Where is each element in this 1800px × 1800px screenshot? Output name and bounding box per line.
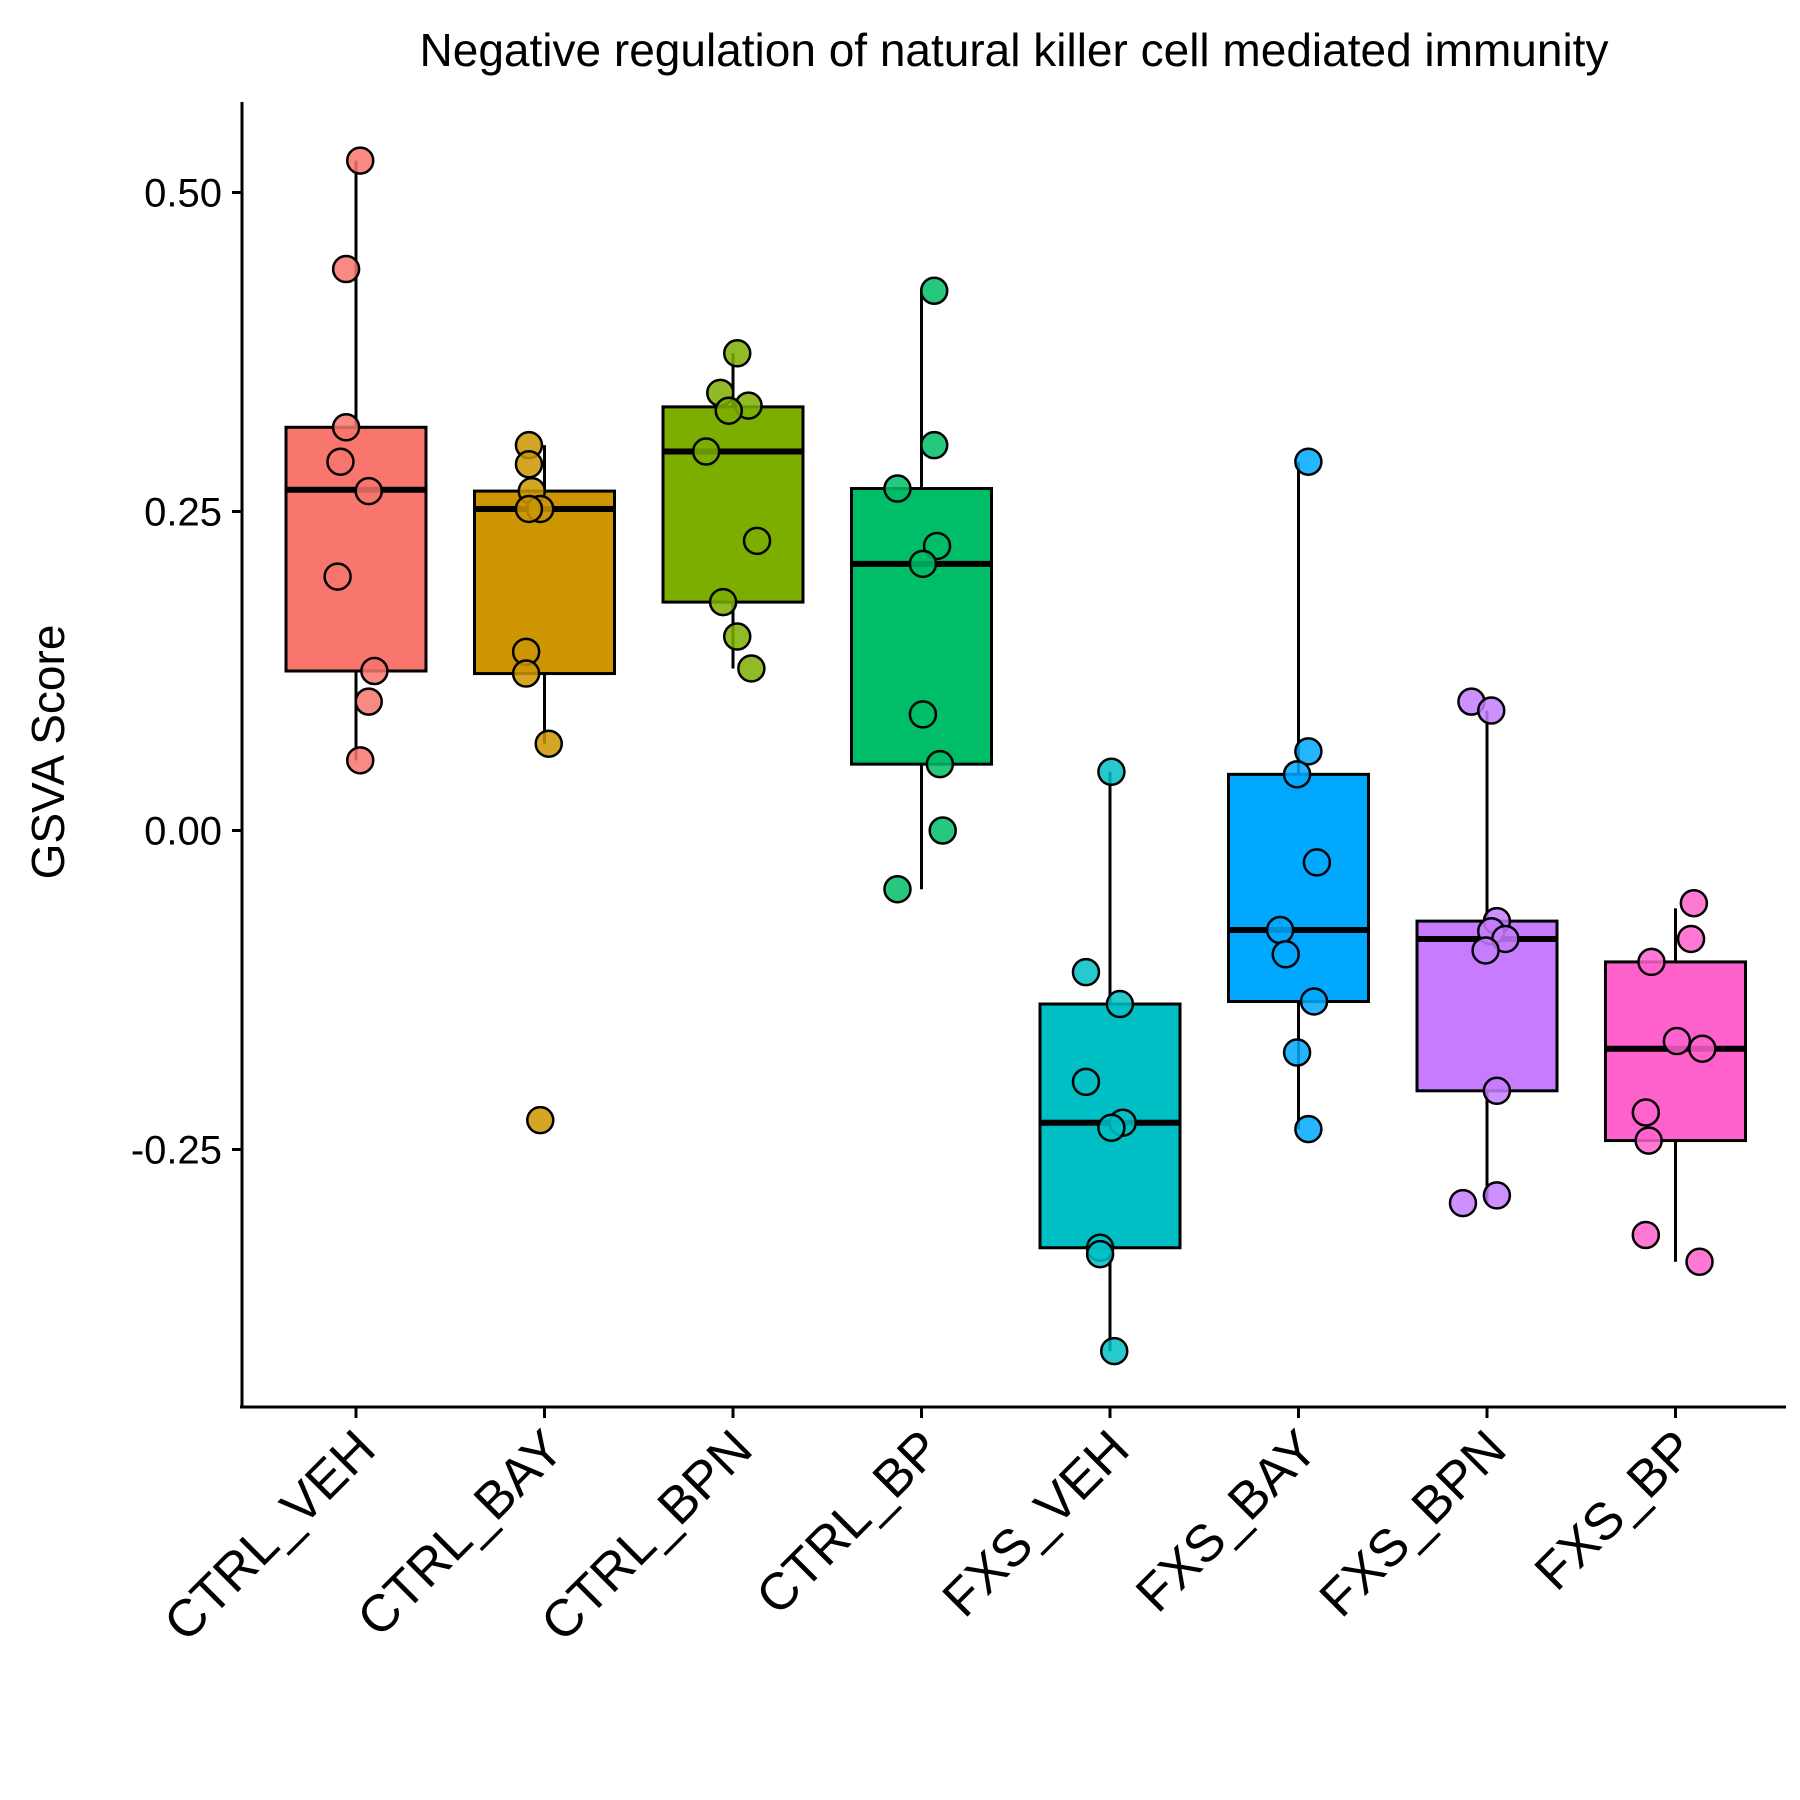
data-point	[722, 339, 752, 368]
box-iqr	[1227, 772, 1370, 1003]
data-point	[511, 659, 541, 688]
data-point	[1637, 947, 1666, 977]
data-point	[919, 430, 949, 460]
x-tick-label: FXS_BAY	[1125, 1419, 1329, 1623]
data-point	[691, 437, 721, 466]
y-tick-label: -0.25	[131, 1129, 222, 1173]
box-CTRL_BP	[850, 290, 993, 890]
points-CTRL_BAY	[511, 430, 563, 1135]
data-point	[345, 146, 375, 175]
data-point	[883, 474, 912, 503]
data-point	[1634, 1126, 1663, 1155]
plot-area	[284, 146, 1747, 1366]
data-point	[1097, 1113, 1126, 1143]
data-point	[345, 746, 375, 775]
data-point	[1662, 1026, 1692, 1056]
data-point	[928, 816, 957, 845]
y-tick-label: 0.00	[144, 810, 222, 854]
data-point	[908, 700, 938, 729]
data-point	[1476, 696, 1506, 725]
data-point	[1271, 940, 1301, 969]
x-tick-label: CTRL_BP	[745, 1419, 952, 1626]
data-point	[714, 396, 744, 425]
data-point	[1282, 1038, 1312, 1067]
data-point	[1685, 1247, 1714, 1277]
data-point	[514, 494, 544, 524]
data-point	[722, 622, 752, 651]
data-point	[1294, 1114, 1323, 1144]
data-point	[1294, 447, 1323, 476]
data-point	[742, 526, 772, 556]
data-point	[883, 874, 912, 904]
box-CTRL_VEH	[284, 160, 428, 761]
x-tick-label: FXS_VEH	[932, 1419, 1141, 1628]
data-point	[1679, 888, 1709, 918]
data-point	[1631, 1220, 1661, 1250]
data-point	[925, 749, 955, 779]
data-point	[1471, 936, 1500, 965]
box-FXS_BPN	[1415, 710, 1559, 1204]
points-FXS_BPN	[1448, 687, 1520, 1218]
data-point	[908, 549, 938, 579]
data-point	[1631, 1098, 1661, 1127]
points-CTRL_VEH	[323, 146, 389, 775]
data-point	[360, 656, 389, 686]
y-tick-label: 0.25	[144, 491, 222, 535]
data-point	[1676, 924, 1706, 954]
data-point	[1688, 1034, 1717, 1063]
box-iqr	[284, 425, 428, 673]
box-iqr	[661, 405, 805, 604]
data-point	[534, 729, 563, 758]
chart-title: Negative regulation of natural killer ce…	[420, 24, 1609, 76]
data-point	[1299, 987, 1329, 1016]
data-point	[1105, 989, 1135, 1019]
data-point	[354, 687, 383, 716]
data-point	[1097, 757, 1126, 787]
box-iqr	[1415, 919, 1559, 1093]
data-point	[919, 276, 949, 306]
data-point	[323, 562, 352, 591]
points-FXS_VEH	[1071, 757, 1137, 1366]
data-point	[1099, 1336, 1129, 1366]
axes: -0.250.000.250.50CTRL_VEHCTRL_BAYCTRL_BP…	[131, 172, 1706, 1653]
data-point	[1085, 1239, 1115, 1269]
data-point	[1448, 1188, 1478, 1218]
data-point	[737, 654, 766, 683]
data-point	[514, 450, 544, 479]
points-FXS_BAY	[1265, 447, 1332, 1144]
x-tick-label: FXS_BP	[1524, 1419, 1706, 1601]
data-point	[1071, 957, 1101, 987]
data-point	[331, 254, 361, 284]
data-point	[1294, 737, 1323, 766]
data-point	[326, 447, 355, 476]
data-point	[1071, 1067, 1101, 1097]
points-FXS_BP	[1631, 888, 1717, 1277]
points-CTRL_BP	[883, 276, 957, 904]
x-tick-label: CTRL_VEH	[153, 1419, 386, 1652]
data-point	[526, 1105, 555, 1135]
data-point	[354, 476, 383, 506]
data-point	[1482, 1076, 1512, 1106]
data-point	[1282, 760, 1312, 789]
box-FXS_BP	[1604, 908, 1747, 1262]
y-axis-label: GSVA Score	[22, 625, 74, 880]
x-tick-label: FXS_BPN	[1309, 1419, 1518, 1628]
data-point	[331, 413, 361, 442]
data-point	[1265, 915, 1295, 945]
data-point	[1302, 848, 1332, 877]
y-tick-label: 0.50	[144, 172, 222, 216]
points-CTRL_BPN	[691, 339, 772, 683]
data-point	[1482, 1181, 1512, 1210]
box-FXS_BAY	[1227, 461, 1370, 1130]
data-point	[708, 587, 738, 617]
